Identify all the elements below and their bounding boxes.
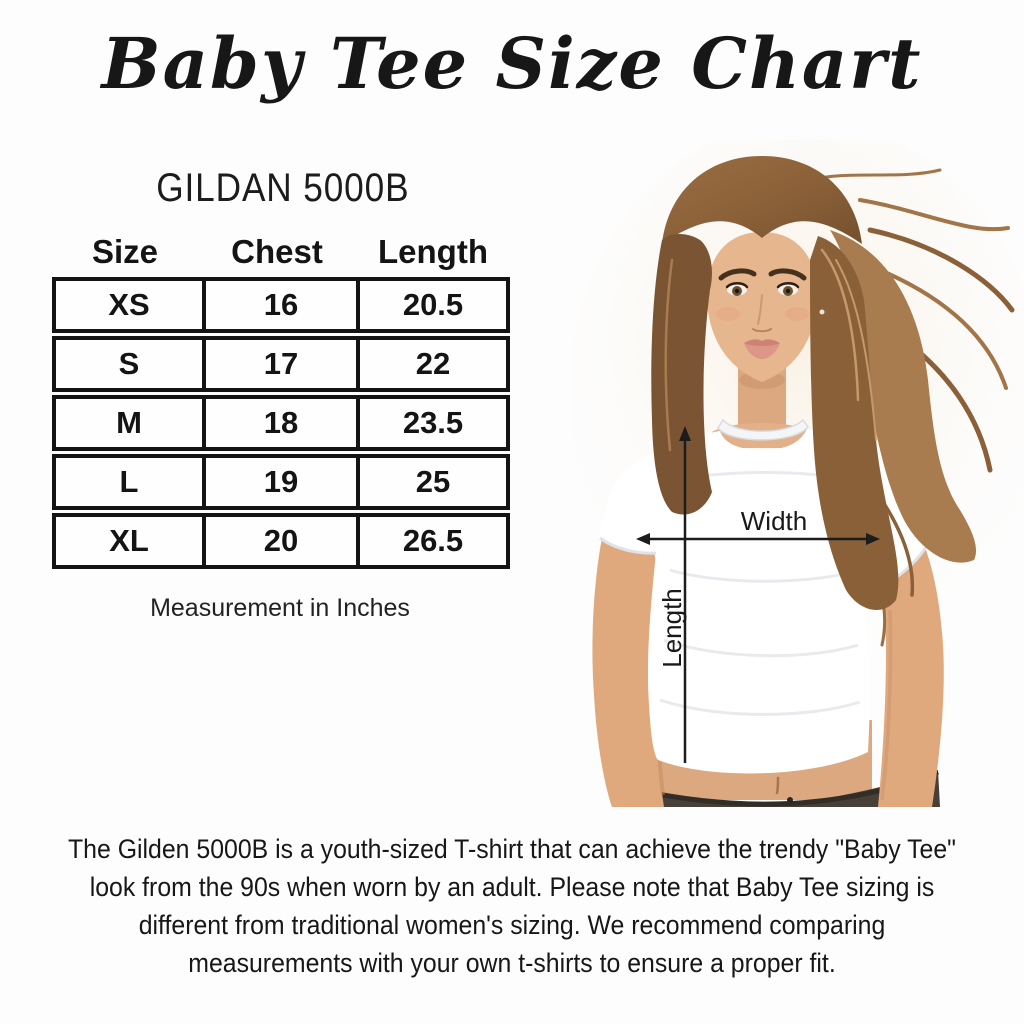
blush-right [785, 307, 809, 321]
left-lash [725, 282, 749, 289]
hair-right-panel [810, 236, 899, 611]
page-title: Baby Tee Size Chart [101, 22, 923, 105]
right-lash [776, 282, 800, 289]
length-arrowhead [679, 426, 691, 441]
pants-button [787, 797, 793, 803]
hair-cap [662, 156, 862, 244]
cell-size: S [118, 346, 140, 381]
table-row-xl: XL 20 26.5 [52, 513, 510, 569]
description-line-1: The Gilden 5000B is a youth-sized T-shir… [67, 834, 957, 864]
product-name-text: GILDAN 5000B [156, 166, 410, 210]
cell-size: L [119, 464, 139, 499]
size-table-header: Size Chest Length [52, 233, 510, 271]
left-eyebrow [718, 268, 757, 281]
cell-size: M [116, 405, 142, 440]
cell-size: XL [109, 523, 149, 558]
units-note: Measurement in Inches [150, 594, 410, 622]
hair-wisp [867, 227, 1015, 313]
hair-left-panel [651, 234, 712, 515]
earring [819, 309, 825, 315]
description-line-3: different from traditional women's sizin… [138, 910, 886, 940]
left-pupil [734, 288, 740, 294]
blush-left [716, 307, 740, 321]
product-name: GILDAN 5000B [83, 166, 483, 211]
description-line-2: look from the 90s when worn by an adult.… [89, 872, 935, 902]
table-row-s: S 17 22 [52, 336, 510, 392]
left-arm [592, 538, 664, 807]
cell-length: 26.5 [402, 523, 464, 558]
length-label: Length [657, 588, 687, 668]
column-header-size: Size [91, 233, 159, 270]
cell-chest: 18 [202, 399, 360, 447]
hair-highlight [664, 258, 674, 452]
width-arrowhead-left [636, 533, 650, 545]
hair-flow-right [830, 230, 977, 563]
cell-length: 20.5 [402, 287, 464, 322]
pants [614, 770, 940, 807]
right-eyebrow [768, 268, 807, 281]
lower-lip [744, 343, 780, 359]
column-header-length: Length [378, 233, 488, 270]
table-row-l: L 19 25 [52, 454, 510, 510]
tee-collar [717, 418, 809, 441]
cell-chest: 19 [202, 458, 360, 506]
hair-highlight [820, 248, 860, 402]
neck-skin [738, 360, 786, 442]
right-pupil [785, 288, 791, 294]
hair-wisp [878, 268, 1008, 390]
table-row-m: M 18 23.5 [52, 395, 510, 451]
nose [757, 294, 763, 325]
cell-size: XS [108, 287, 150, 322]
column-header-chest: Chest [231, 233, 323, 270]
cell-chest: 20 [202, 517, 360, 565]
hair [651, 156, 1015, 647]
cell-length: 22 [415, 346, 451, 381]
hair-wisp [858, 198, 1010, 232]
navel [775, 776, 780, 795]
cell-chest: 17 [202, 340, 360, 388]
size-table: XS 16 20.5 S 17 22 M 18 23.5 L 19 25 XL … [52, 277, 510, 569]
hair-highlight [835, 259, 877, 441]
right-arm-shadow [880, 609, 893, 801]
tee-crease-3 [659, 698, 861, 716]
width-arrowhead-right [866, 533, 880, 545]
model-photo: Width Length [560, 140, 1024, 807]
width-label: Width [741, 506, 807, 536]
description-line-4: measurements with your own t-shirts to e… [188, 948, 836, 978]
cell-length: 25 [415, 464, 451, 499]
nostrils [752, 328, 772, 333]
model-illustration: Width Length [570, 140, 1024, 807]
cell-length: 23.5 [402, 405, 464, 440]
tee-sleeve-hem-left [599, 536, 657, 555]
product-description: The Gilden 5000B is a youth-sized T-shir… [20, 830, 1004, 982]
right-arm [872, 545, 944, 807]
cell-chest: 16 [202, 281, 360, 329]
table-row-xs: XS 16 20.5 [52, 277, 510, 333]
measurement-annotations: Width Length [636, 426, 880, 763]
